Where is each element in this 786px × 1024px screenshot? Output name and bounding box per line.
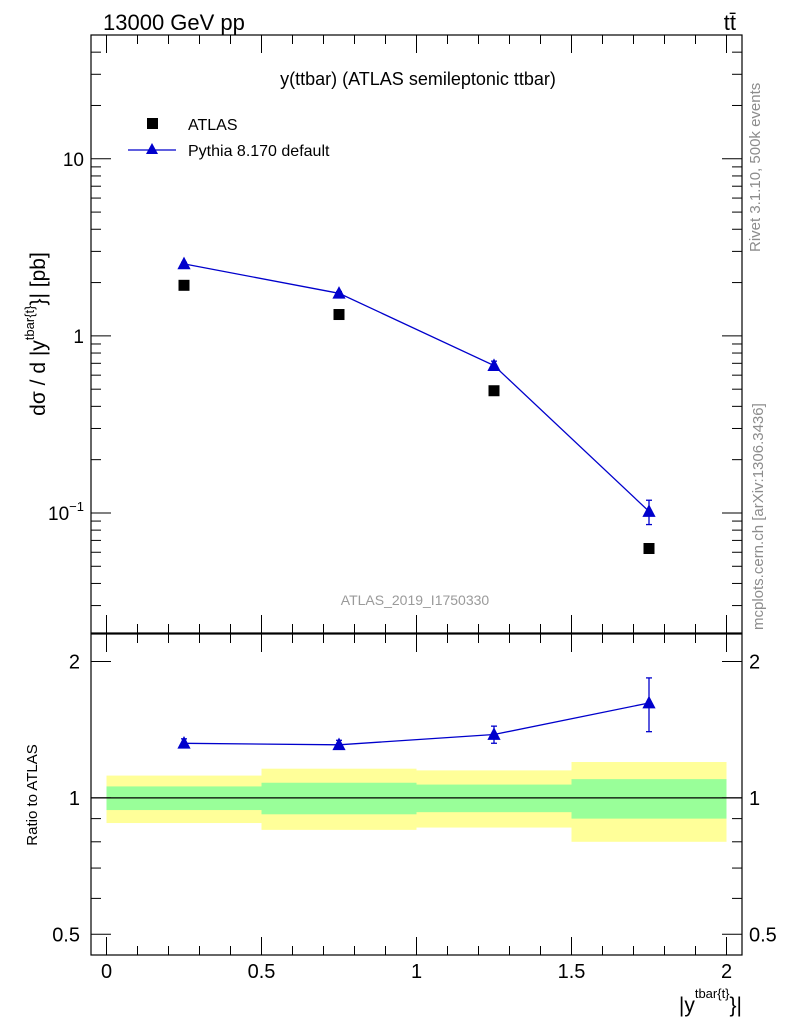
x-tick-label: 1 — [411, 961, 422, 983]
main-y-axis-label: dσ / d |ytbar{t}}| [pb] — [22, 252, 50, 416]
rivet-version-label: Rivet 3.1.10, 500k events — [747, 83, 764, 252]
ratio-point — [642, 695, 656, 709]
pythia-point — [177, 256, 191, 270]
pythia-point — [642, 504, 656, 517]
main-data-layer — [177, 256, 656, 555]
legend-atlas-label: ATLAS — [188, 117, 238, 134]
ratio-point — [332, 737, 346, 751]
atlas-point — [178, 279, 190, 291]
main-y-tick-label: 1 — [73, 327, 84, 348]
x-label-prefix: |y — [679, 994, 695, 1017]
ratio-x-ticks: 0 0.5 1 1.5 2 — [101, 634, 732, 983]
atlas-point — [643, 543, 655, 555]
x-tick-label: 2 — [721, 961, 732, 983]
legend-pythia-label: Pythia 8.170 default — [188, 143, 330, 160]
ratio-y-tick-label-right: 0.5 — [749, 924, 777, 946]
ratio-y-tick-label-left: 1 — [69, 788, 80, 810]
ratio-pythia-line — [183, 702, 650, 746]
x-axis-label: |ytbar{t}}| — [679, 986, 742, 1017]
legend: ATLAS Pythia 8.170 default — [128, 117, 330, 160]
pythia-point — [487, 358, 501, 371]
ratio-panel: 0.5 0.5 1 1 2 2 0 0.5 1 1.5 2 Ratio to ATLAS |ytb… — [24, 633, 777, 1017]
main-y-tick-label: 10−1 — [48, 499, 84, 525]
legend-atlas-marker — [147, 118, 158, 129]
atlas-point — [333, 309, 345, 321]
ratio-y-tick-label-right: 1 — [749, 788, 760, 810]
main-y-label-prefix: dσ / d |y — [27, 340, 50, 416]
mcplots-citation-label: mcplots.cern.ch [arXiv:1306.3436] — [750, 403, 767, 630]
x-tick-label: 0 — [101, 961, 112, 983]
analysis-watermark: ATLAS_2019_I1750330 — [341, 592, 490, 608]
ratio-point — [487, 727, 501, 740]
tick-exponent: −1 — [69, 499, 84, 514]
main-x-ticks — [106, 35, 727, 633]
ratio-y-tick-label-left: 0.5 — [52, 924, 80, 946]
x-label-suffix: }| — [730, 994, 742, 1017]
main-y-tick-label: 10 — [63, 150, 84, 171]
x-label-sup: tbar{t} — [695, 986, 730, 1001]
x-tick-label: 1.5 — [558, 961, 586, 983]
ratio-data-layer — [91, 677, 742, 842]
ratio-y-tick-label-right: 2 — [749, 651, 760, 673]
pythia-point — [332, 286, 346, 299]
uncertainty-band-inner — [261, 782, 417, 815]
legend-pythia-marker — [146, 143, 158, 154]
ratio-y-ticks: 0.5 0.5 1 1 2 2 — [52, 651, 777, 946]
ratio-y-axis-label: Ratio to ATLAS — [24, 744, 41, 845]
main-y-label-suffix: }| [pb] — [27, 252, 50, 305]
pythia-line — [183, 263, 650, 512]
ratio-point — [177, 736, 191, 749]
plot-header-left: 13000 GeV pp — [103, 10, 245, 35]
ratio-y-tick-label-left: 2 — [69, 651, 80, 673]
uncertainty-band-inner — [571, 779, 727, 819]
atlas-point — [488, 385, 500, 397]
main-y-label-sup: tbar{t} — [22, 305, 37, 340]
chart-title: y(ttbar) (ATLAS semileptonic ttbar) — [280, 69, 556, 89]
x-tick-label: 0.5 — [248, 961, 276, 983]
tick-base: 10 — [48, 504, 69, 525]
plot-header-right: tt̄ — [724, 10, 736, 35]
